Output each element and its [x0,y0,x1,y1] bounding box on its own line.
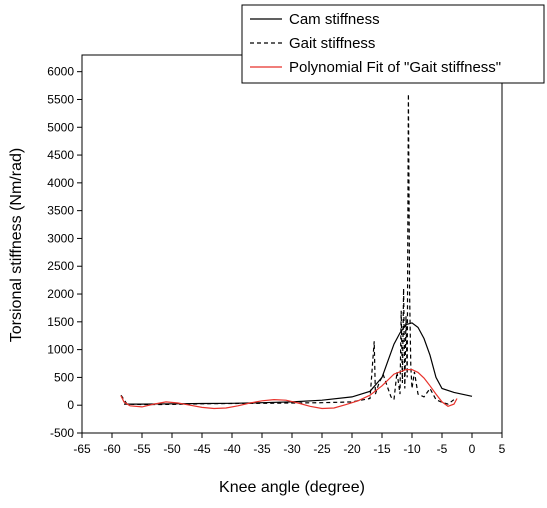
y-tick-label: 5500 [47,92,74,106]
y-tick-label: -500 [50,426,74,440]
series-line-2 [120,369,458,410]
y-tick-label: 1500 [47,315,74,329]
y-tick-label: 4000 [47,176,74,190]
x-tick-label: -5 [437,442,448,456]
y-tick-label: 3500 [47,204,74,218]
x-tick-label: -45 [193,442,211,456]
y-tick-label: 1000 [47,343,74,357]
y-tick-label: 0 [67,398,74,412]
legend-label-1: Gait stiffness [289,35,375,52]
legend-label-2: Polynomial Fit of "Gait stiffness" [289,59,501,76]
x-tick-label: -20 [343,442,361,456]
series-line-1 [120,93,455,406]
marks-layer [120,93,473,410]
y-tick-label: 2000 [47,287,74,301]
x-tick-label: -40 [223,442,241,456]
x-tick-label: -35 [253,442,271,456]
legend: Cam stiffness Gait stiffness Polynomial Fi… [241,4,545,84]
y-axis-label: Torsional stiffness (Nm/rad) [8,148,25,342]
legend-label-0: Cam stiffness [289,11,380,28]
x-tick-label: -25 [313,442,331,456]
x-tick-label: -10 [403,442,421,456]
y-tick-label: 2500 [47,259,74,273]
x-tick-label: -30 [283,442,301,456]
x-tick-label: -15 [373,442,391,456]
y-tick-label: 5000 [47,120,74,134]
series-line-0 [124,322,473,405]
y-tick-label: 4500 [47,148,74,162]
x-tick-label: 0 [469,442,476,456]
x-tick-label: -50 [163,442,181,456]
x-tick-label: -55 [133,442,151,456]
x-tick-label: -60 [103,442,121,456]
ticks-layer: -65 -60 -55 -50 -45 -40 -35 -30 -25 -20 -15 -10 -5 0 5… [47,65,505,456]
y-tick-label: 6000 [47,65,74,79]
plot-frame [81,54,503,434]
x-axis-label: Knee angle (degree) [219,479,365,496]
y-tick-label: 500 [54,370,74,384]
y-tick-label: 3000 [47,231,74,245]
x-tick-label: -65 [73,442,91,456]
x-tick-label: 5 [499,442,506,456]
legend-box [241,4,545,84]
